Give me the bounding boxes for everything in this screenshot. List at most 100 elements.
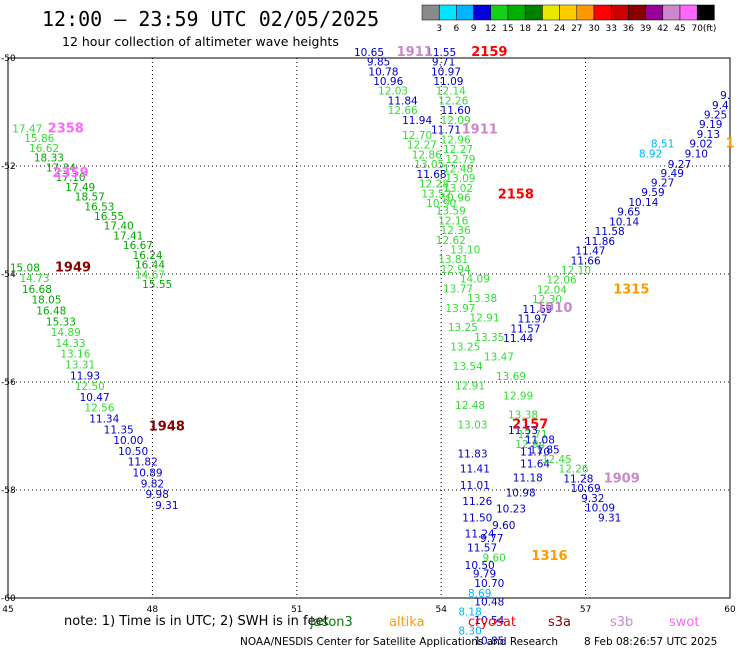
- data-point-label: 10.23: [496, 504, 526, 516]
- pass-time-annotation: 2358: [48, 122, 84, 137]
- colorbar-label: 18: [519, 24, 531, 34]
- data-point-label: 12.62: [436, 235, 466, 247]
- data-point-label: 12.56: [84, 403, 114, 415]
- data-point-label: 16.67: [123, 240, 153, 252]
- data-point-label: 10.90: [426, 198, 456, 210]
- data-point-label: 9.31: [155, 500, 178, 512]
- data-point-label: 16.68: [22, 284, 52, 296]
- data-point-label: 11.86: [585, 236, 615, 248]
- colorbar-label: 33: [605, 24, 616, 34]
- data-point-label: 8.51: [651, 139, 674, 151]
- satellite-legend: jason3 altika cryosat s3a s3b swot: [309, 615, 699, 630]
- data-point-label: 9.60: [492, 520, 515, 532]
- data-point-label: 17.34: [46, 162, 76, 174]
- data-point-label: 9.49: [661, 168, 684, 180]
- satellite-legend-item: s3a: [548, 615, 571, 630]
- colorbar-swatch: [662, 4, 681, 21]
- data-point-label: 10.96: [441, 193, 471, 205]
- data-point-label: 8.92: [639, 148, 662, 160]
- data-point-label: 10.96: [373, 76, 403, 88]
- data-point-label: 13.97: [445, 303, 475, 315]
- pass-time-annotation: 1: [725, 137, 734, 152]
- data-point-label: 10.50: [118, 446, 148, 458]
- data-point-label: 12.45: [542, 454, 572, 466]
- data-point-label: 11.28: [563, 473, 593, 485]
- colorbar-swatch: [593, 4, 612, 21]
- data-point-label: 11.53: [508, 425, 538, 437]
- chart-subtitle: 12 hour collection of altimeter wave hei…: [62, 34, 339, 49]
- data-point-label: 12.36: [441, 225, 471, 237]
- data-point-label: 8.18: [458, 606, 481, 618]
- data-point-label: 12.94: [441, 264, 471, 276]
- data-point-label: 11.41: [460, 464, 490, 476]
- data-point-label: 13.59: [436, 206, 466, 218]
- pass-time-annotation: 1948: [149, 420, 185, 435]
- data-point-label: 10.54: [474, 615, 504, 627]
- data-point-label: 10.69: [571, 483, 601, 495]
- y-tick-label: -50: [1, 54, 16, 64]
- data-point-label: 13.25: [448, 322, 478, 334]
- data-point-label: 17.49: [65, 182, 95, 194]
- y-tick-label: -60: [1, 594, 16, 604]
- plot-frame: [7, 57, 731, 599]
- data-point-label: 14.73: [19, 273, 49, 285]
- colorbar-label: 21: [537, 24, 548, 34]
- data-point-label: 14.67: [135, 269, 165, 281]
- data-point-label: 17.10: [56, 172, 86, 184]
- data-point-label: 9.32: [581, 493, 604, 505]
- data-point-label: 10.50: [465, 560, 495, 572]
- data-point-label: 11.08: [525, 435, 555, 447]
- colorbar-swatch: [696, 4, 715, 21]
- pass-time-annotation: 1910: [536, 301, 572, 316]
- data-point-label: 11.82: [128, 457, 158, 469]
- data-point-label: 10.89: [133, 468, 163, 480]
- colorbar-legend: 3 6 9 12 15 18 21 24 27 30 33 36 39 42 45 70 (ft): [421, 4, 717, 34]
- data-point-label: 12.04: [537, 284, 567, 296]
- y-tick-label: -56: [1, 378, 16, 388]
- data-point-label: 11.85: [530, 444, 560, 456]
- pass-time-annotation: 2157: [512, 417, 548, 432]
- data-point-label: 13.47: [484, 351, 514, 363]
- data-point-label: 13.38: [467, 293, 497, 305]
- data-point-label: 10.85: [474, 635, 504, 647]
- colorbar-unit: (ft): [703, 24, 717, 34]
- colorbar-swatch: [524, 4, 543, 21]
- data-point-label: 9.85: [367, 57, 390, 69]
- colorbar-swatch: [456, 4, 474, 21]
- data-point-label: 11.57: [467, 543, 497, 555]
- data-point-label: 12.50: [75, 381, 105, 393]
- data-point-label: 12.91: [469, 313, 499, 325]
- y-tick-label: -52: [1, 162, 16, 172]
- data-point-label: 10.14: [609, 216, 639, 228]
- data-point-label: 18.05: [31, 295, 61, 307]
- data-point-label: 9.79: [473, 568, 496, 580]
- data-point-label: 12.91: [455, 381, 485, 393]
- data-point-label: 11.71: [431, 125, 461, 137]
- axis-ticks: 45 48 51 54 57 60 -50 -52 -54 -56 -58 -60: [1, 54, 736, 615]
- data-point-label: 18.33: [34, 153, 64, 165]
- data-point-label: 12.70: [402, 130, 432, 142]
- data-point-label: 9.27: [668, 159, 691, 171]
- data-point-label: 11.94: [402, 115, 432, 127]
- data-point-label: 11.01: [460, 480, 490, 492]
- data-point-label: 13.02: [443, 183, 473, 195]
- data-point-label: 12.66: [388, 105, 418, 117]
- data-point-label: 11.68: [417, 169, 447, 181]
- colorbar-label: 42: [657, 24, 668, 34]
- data-point-label: 11.09: [433, 76, 463, 88]
- data-point-label: 12.09: [441, 115, 471, 127]
- y-tick-label: -54: [1, 270, 16, 280]
- satellite-legend-item: s3b: [610, 615, 633, 630]
- chart-title: 12:00 — 23:59 UTC 02/05/2025: [42, 7, 379, 31]
- data-point-label: 11.24: [465, 529, 495, 541]
- satellite-legend-item: swot: [669, 615, 699, 630]
- data-point-label: 12.10: [561, 265, 591, 277]
- data-point-label: 12.48: [443, 163, 473, 175]
- data-point-label: 11.60: [441, 105, 471, 117]
- data-point-label: 10.00: [113, 435, 143, 447]
- data-point-label: 9.60: [482, 552, 505, 564]
- satellite-legend-item: altika: [389, 615, 425, 630]
- data-point-label: 16.44: [135, 260, 165, 272]
- data-point-label: 15.55: [142, 279, 172, 291]
